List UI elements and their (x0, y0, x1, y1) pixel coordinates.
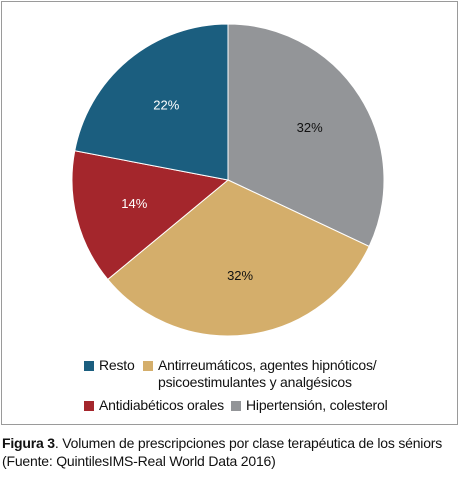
legend-item-hipertension: Hipertensión, colesterol (231, 397, 388, 414)
legend-swatch-resto (84, 361, 94, 371)
pie-slice-2 (71, 150, 230, 281)
caption-text: . Volumen de prescripciones por clase te… (54, 435, 443, 451)
legend-item-resto: Resto (84, 357, 135, 374)
caption-source: (Fuente: QuintilesIMS-Real World Data 20… (2, 453, 276, 469)
legend-label-antirreumaticos-line1: Antirreumáticos, agentes hipnóticos/ (158, 357, 377, 373)
figure-caption: Figura 3. Volumen de prescripciones por … (2, 434, 459, 470)
pie-slice-0 (227, 23, 385, 248)
pie-slice-label-1: 32% (227, 268, 253, 283)
legend-swatch-hipertension (231, 401, 241, 411)
caption-label: Figura 3 (2, 435, 55, 451)
legend-swatch-antirreumaticos (143, 361, 153, 371)
pie-slice-label-2: 14% (121, 196, 147, 211)
legend-swatch-antidiabeticos (84, 401, 94, 411)
pie-slice-label-3: 22% (153, 98, 179, 113)
pie-chart: 32% 32% 14% 22% (71, 23, 385, 337)
pie-slice-label-0: 32% (297, 120, 323, 135)
legend-item-antirreumaticos: Antirreumáticos, agentes hipnóticos/ psi… (143, 357, 377, 391)
legend-item-antidiabeticos: Antidiabéticos orales (84, 397, 224, 414)
legend-label-antirreumaticos-line2: psicoestimulantes y analgésicos (158, 374, 352, 390)
legend-label-resto: Resto (99, 357, 135, 373)
legend-label-antidiabeticos: Antidiabéticos orales (99, 397, 224, 413)
pie-slice-1 (107, 179, 370, 337)
pie-slice-3 (74, 23, 229, 181)
legend-label-hipertension: Hipertensión, colesterol (246, 397, 388, 413)
